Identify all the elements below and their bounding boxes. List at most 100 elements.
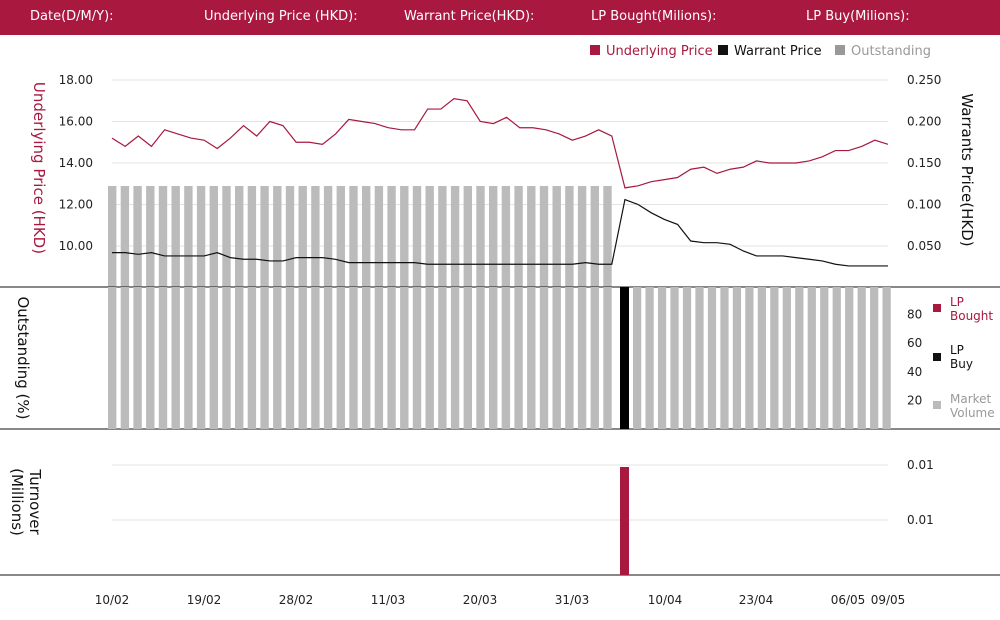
outstanding-pct-bar xyxy=(184,287,193,429)
outstanding-bar xyxy=(463,186,472,287)
outstanding-pct-bar xyxy=(463,287,472,429)
outstanding-bar xyxy=(349,186,358,287)
outstanding-bar xyxy=(476,186,485,287)
right-tick-label: 0.150 xyxy=(907,156,941,170)
outstanding-bar xyxy=(196,186,206,287)
outstanding-bar xyxy=(362,186,371,287)
legend-market-volume-swatch xyxy=(933,401,941,409)
outstanding-bar xyxy=(590,186,599,287)
outstanding-pct-bar xyxy=(552,287,561,429)
left-tick-label: 16.00 xyxy=(59,115,93,129)
price-lines xyxy=(111,98,889,267)
outstanding-pct-bar xyxy=(260,287,269,429)
upper-outstanding-bars xyxy=(108,186,612,287)
outstanding-pct-bar xyxy=(146,287,155,429)
x-tick-label: 20/03 xyxy=(463,593,498,607)
outstanding-bar xyxy=(400,186,409,287)
outstanding-pct-bar xyxy=(273,287,282,429)
outstanding-pct-bar xyxy=(196,287,206,429)
outstanding-pct-bar xyxy=(247,287,257,429)
x-tick-label: 10/04 xyxy=(648,593,683,607)
x-tick-label: 28/02 xyxy=(279,593,314,607)
outstanding-pct-bar xyxy=(670,287,679,429)
outstanding-pct-bar xyxy=(489,287,498,429)
outstanding-pct-bar xyxy=(633,287,642,429)
outstanding-pct-bar xyxy=(539,287,549,429)
legend-warrant-text: Warrant Price xyxy=(734,44,822,59)
outstanding-bar xyxy=(552,186,561,287)
outstanding-pct-bar xyxy=(695,287,704,429)
outstanding-pct-bar xyxy=(323,287,333,429)
outstanding-bar xyxy=(222,186,231,287)
side-legend: LP Bought LP Buy Market Volume xyxy=(933,295,995,420)
outstanding-bar xyxy=(438,186,447,287)
outstanding-bar xyxy=(603,186,612,287)
outstanding-tick-label: 20 xyxy=(907,393,922,407)
outstanding-pct-bar xyxy=(311,287,320,429)
outstanding-axis-ticks: 20 40 60 80 xyxy=(907,308,922,408)
outstanding-pct-bar xyxy=(501,287,511,429)
outstanding-pct-bar xyxy=(209,287,218,429)
outstanding-pct-bar xyxy=(120,287,130,429)
x-tick-label: 06/05 xyxy=(831,593,866,607)
outstanding-pct-bar xyxy=(832,287,841,429)
outstanding-bar xyxy=(514,186,523,287)
left-axis-title: Underlying Price (HKD) xyxy=(30,82,48,254)
outstanding-bar xyxy=(501,186,511,287)
outstanding-bar xyxy=(577,186,587,287)
outstanding-bar xyxy=(311,186,320,287)
outstanding-bars xyxy=(108,287,891,429)
outstanding-pct-bar xyxy=(757,287,766,429)
right-tick-label: 0.200 xyxy=(907,115,941,129)
outstanding-bar xyxy=(323,186,333,287)
outstanding-pct-bar xyxy=(298,287,307,429)
legend-warrant-swatch xyxy=(718,45,728,55)
outstanding-pct-bar xyxy=(845,287,854,429)
legend-underlying-text: Underlying Price xyxy=(606,44,713,59)
legend-lp-bought-text: LP Bought xyxy=(950,295,993,323)
legend-lp-buy-text: LP Buy xyxy=(950,343,973,371)
outstanding-pct-bar xyxy=(425,287,434,429)
right-axis-ticks: 0.050 0.100 0.150 0.200 0.250 xyxy=(907,73,941,253)
outstanding-pct-bar xyxy=(374,287,384,429)
x-tick-label: 23/04 xyxy=(739,593,774,607)
outstanding-bar xyxy=(235,186,244,287)
outstanding-bar xyxy=(108,186,117,287)
outstanding-bar xyxy=(184,186,193,287)
legend-lp-buy-swatch xyxy=(933,353,941,361)
outstanding-pct-bar xyxy=(745,287,754,429)
outstanding-bar xyxy=(120,186,130,287)
turnover-grid xyxy=(112,464,888,521)
outstanding-tick-label: 40 xyxy=(907,365,922,379)
outstanding-bar xyxy=(336,186,345,287)
x-axis-labels: 10/02 19/02 28/02 11/03 20/03 31/03 10/04 23/04… xyxy=(95,593,906,607)
outstanding-pct-bar xyxy=(171,287,180,429)
outstanding-pct-bar xyxy=(527,287,536,429)
x-tick-label: 09/05 xyxy=(871,593,906,607)
outstanding-bar xyxy=(247,186,257,287)
underlying-price-line xyxy=(111,98,889,189)
outstanding-bar xyxy=(273,186,282,287)
turnover-axis-title: Turnover(Millions) xyxy=(8,468,44,536)
outstanding-bar xyxy=(171,186,180,287)
outstanding-bar xyxy=(527,186,536,287)
turnover-tick-label: 0.01 xyxy=(907,458,934,472)
turnover-bars xyxy=(620,467,629,575)
outstanding-pct-bar xyxy=(438,287,447,429)
underlying-price-label: Underlying Price (HKD): xyxy=(204,9,358,24)
outstanding-bar xyxy=(374,186,384,287)
outstanding-tick-label: 80 xyxy=(907,308,922,322)
turnover-tick-label: 0.01 xyxy=(907,513,934,527)
outstanding-bar xyxy=(133,186,142,287)
outstanding-bar xyxy=(158,186,168,287)
outstanding-pct-bar xyxy=(645,287,654,429)
turnover-axis-ticks: 0.01 0.01 xyxy=(907,458,934,527)
outstanding-bar xyxy=(539,186,549,287)
outstanding-pct-bar xyxy=(362,287,371,429)
outstanding-axis-title: Outstanding (%) xyxy=(14,296,32,419)
right-tick-label: 0.100 xyxy=(907,198,941,212)
outstanding-pct-bar xyxy=(158,287,168,429)
outstanding-tick-label: 60 xyxy=(907,336,922,350)
x-tick-label: 31/03 xyxy=(555,593,590,607)
